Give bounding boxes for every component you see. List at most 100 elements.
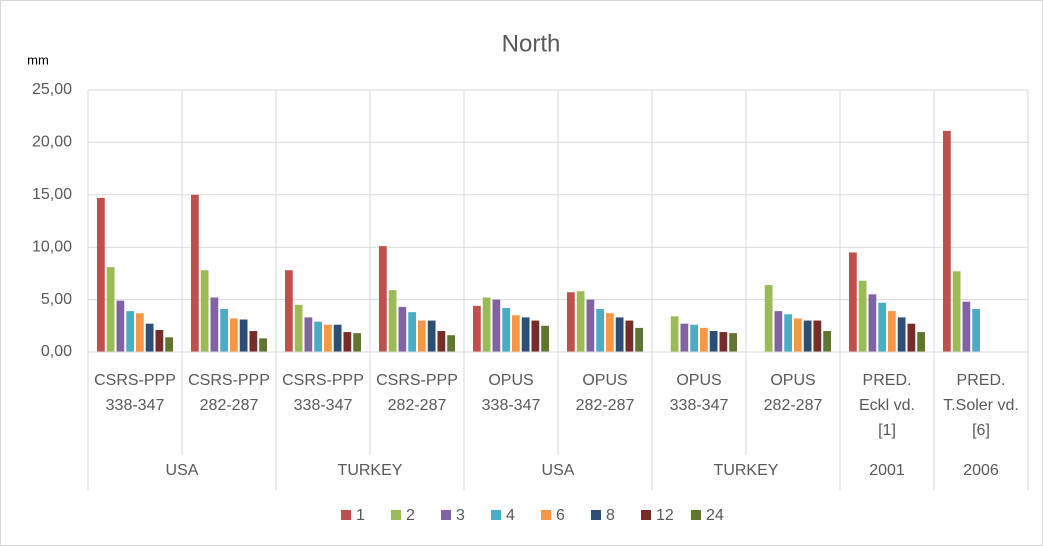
bar bbox=[285, 270, 293, 352]
x-tick-label: OPUS bbox=[488, 372, 533, 389]
bar bbox=[230, 318, 238, 352]
bar bbox=[492, 299, 501, 352]
legend-swatch bbox=[541, 510, 551, 520]
bar bbox=[418, 320, 426, 352]
bar bbox=[729, 333, 737, 352]
bar bbox=[576, 291, 585, 352]
bar bbox=[774, 311, 783, 352]
legend-swatch bbox=[591, 510, 601, 520]
bar bbox=[210, 297, 219, 352]
x-tick-label: OPUS bbox=[676, 372, 721, 389]
y-tick-label: 5,00 bbox=[41, 291, 72, 308]
group-label: USA bbox=[542, 462, 575, 479]
y-tick-label: 0,00 bbox=[41, 343, 72, 360]
bar bbox=[858, 280, 867, 352]
bar bbox=[136, 313, 144, 352]
legend-swatch bbox=[391, 510, 401, 520]
legend-label: 8 bbox=[606, 507, 615, 524]
bar bbox=[145, 323, 154, 352]
group-label: 2001 bbox=[869, 462, 905, 479]
bar bbox=[680, 323, 689, 352]
x-tick-label: 338-347 bbox=[670, 397, 729, 414]
bar bbox=[512, 315, 520, 352]
bar bbox=[567, 292, 575, 352]
bar bbox=[408, 312, 416, 352]
x-tick-label: OPUS bbox=[582, 372, 627, 389]
bar bbox=[700, 327, 708, 352]
bar bbox=[343, 332, 352, 352]
bar bbox=[398, 306, 407, 352]
bar bbox=[482, 297, 491, 352]
bar bbox=[531, 320, 540, 352]
legend-label: 3 bbox=[456, 507, 465, 524]
bar bbox=[239, 319, 248, 352]
bar bbox=[823, 331, 831, 352]
bar bbox=[794, 318, 802, 352]
bar bbox=[878, 302, 886, 352]
y-tick-label: 15,00 bbox=[32, 186, 72, 203]
x-tick-label: 338-347 bbox=[482, 397, 541, 414]
bar bbox=[972, 309, 980, 352]
bar bbox=[259, 338, 267, 352]
x-tick-label: CSRS-PPP bbox=[376, 372, 458, 389]
bar bbox=[596, 309, 604, 352]
y-tick-label: 20,00 bbox=[32, 134, 72, 151]
bar bbox=[952, 271, 961, 352]
y-tick-label: 25,00 bbox=[32, 81, 72, 98]
bar bbox=[803, 320, 812, 352]
bar bbox=[106, 267, 115, 352]
group-label: USA bbox=[166, 462, 199, 479]
legend-label: 24 bbox=[706, 507, 724, 524]
bar bbox=[521, 317, 530, 352]
bar bbox=[191, 194, 199, 352]
bar bbox=[333, 324, 342, 352]
x-tick-label: 282-287 bbox=[576, 397, 635, 414]
bar bbox=[541, 325, 549, 352]
x-tick-label: OPUS bbox=[770, 372, 815, 389]
bar bbox=[437, 331, 446, 352]
legend-swatch bbox=[641, 510, 651, 520]
group-label: TURKEY bbox=[338, 462, 403, 479]
x-tick-label: T.Soler vd. bbox=[943, 397, 1019, 414]
legend-swatch bbox=[691, 510, 701, 520]
x-tick-label: [1] bbox=[878, 422, 896, 439]
x-tick-label: CSRS-PPP bbox=[282, 372, 364, 389]
bar bbox=[155, 329, 164, 352]
bar bbox=[353, 333, 361, 352]
bar bbox=[379, 246, 387, 352]
y-unit: mm bbox=[27, 52, 49, 67]
bar bbox=[249, 331, 258, 352]
legend-swatch bbox=[341, 510, 351, 520]
bar bbox=[447, 335, 455, 352]
legend-label: 6 bbox=[556, 507, 565, 524]
x-tick-label: 338-347 bbox=[294, 397, 353, 414]
bar bbox=[888, 311, 896, 352]
bar bbox=[849, 252, 857, 352]
group-label: 2006 bbox=[963, 462, 999, 479]
x-tick-label: PRED. bbox=[957, 372, 1006, 389]
bar bbox=[314, 321, 322, 352]
bar bbox=[427, 320, 436, 352]
bar bbox=[943, 130, 951, 352]
bar bbox=[126, 311, 134, 352]
x-tick-label: 282-287 bbox=[388, 397, 447, 414]
bar bbox=[764, 284, 773, 352]
x-tick-label: CSRS-PPP bbox=[188, 372, 270, 389]
x-tick-label: [6] bbox=[972, 422, 990, 439]
bar bbox=[625, 320, 634, 352]
legend-label: 2 bbox=[406, 507, 415, 524]
chart-title: North bbox=[502, 30, 561, 57]
x-tick-label: CSRS-PPP bbox=[94, 372, 176, 389]
bar bbox=[324, 324, 332, 352]
x-tick-label: 282-287 bbox=[200, 397, 259, 414]
bar bbox=[784, 314, 792, 352]
x-tick-label: Eckl vd. bbox=[859, 397, 915, 414]
legend-swatch bbox=[441, 510, 451, 520]
bar bbox=[502, 307, 510, 352]
bar bbox=[917, 332, 925, 352]
bar bbox=[690, 324, 698, 352]
group-label: TURKEY bbox=[714, 462, 779, 479]
bar bbox=[813, 320, 822, 352]
